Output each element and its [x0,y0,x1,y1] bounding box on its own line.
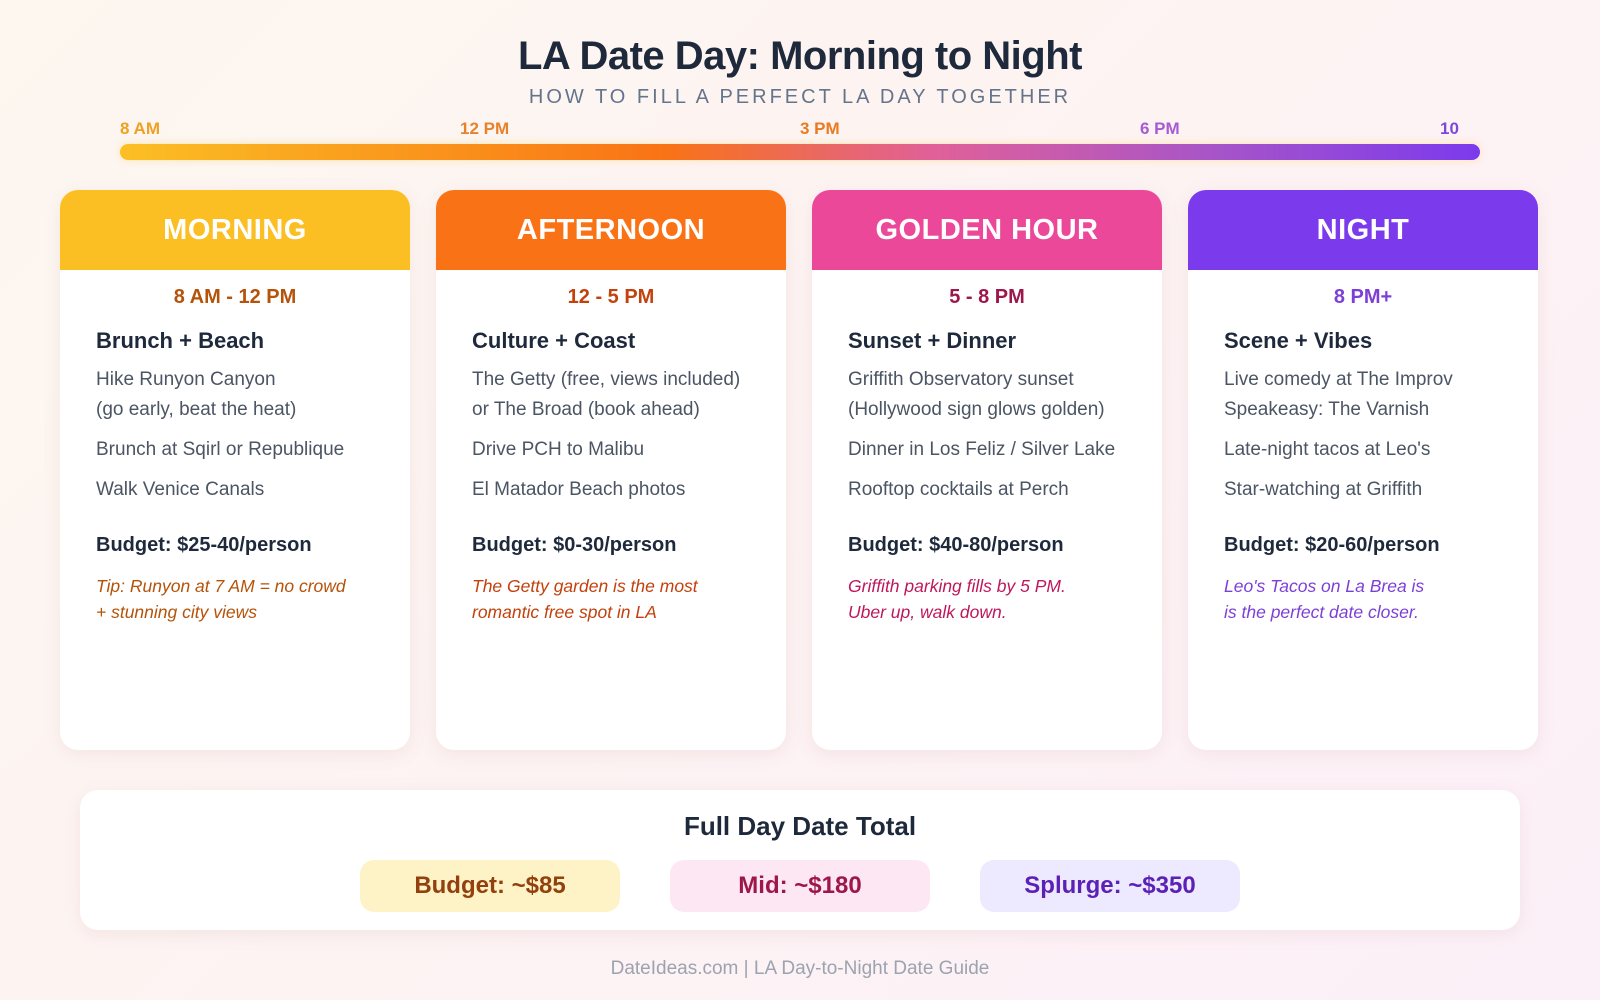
timeline-gradient-bar [120,144,1480,160]
card-time: 8 PM+ [1333,286,1393,308]
timeline-tick-8am: 8 AM [120,119,160,138]
full-day-total-panel: Full Day Date Total Budget: ~$85 Mid: ~$… [80,790,1520,930]
activity-item: Star-watching at Griffith [1224,479,1423,500]
card-theme: Brunch + Beach [96,328,265,353]
activity-list: Hike Runyon Canyon (go early, beat the he… [96,365,374,505]
activity-list: Live comedy at The Improv Speakeasy: The … [1224,365,1502,505]
card-budget: Budget: $0-30/person [472,534,677,556]
card-header: MORNING [60,190,410,270]
activity-item: The Getty (free, views included) or The B… [472,369,741,420]
card-tip: Leo's Tacos on La Brea is is the perfect … [1224,576,1425,622]
activity-list: The Getty (free, views included) or The B… [472,365,750,505]
card-time: 8 AM - 12 PM [173,286,297,308]
card-morning: MORNING 8 AM - 12 PM Brunch + Beach Hike… [60,190,410,750]
period-cards: MORNING 8 AM - 12 PM Brunch + Beach Hike… [60,190,1538,750]
card-theme: Scene + Vibes [1224,328,1373,353]
activity-item: Walk Venice Canals [96,479,265,500]
pill-mid: Mid: ~$180 [670,860,930,912]
activity-item: Late-night tacos at Leo's [1224,439,1431,460]
card-theme: Sunset + Dinner [848,328,1017,353]
total-title: Full Day Date Total [683,811,917,841]
page-title: LA Date Day: Morning to Night [518,34,1082,78]
header: LA Date Day: Morning to Night HOW TO FIL… [0,30,1600,110]
card-budget: Budget: $40-80/person [848,534,1064,556]
card-header: AFTERNOON [436,190,786,270]
card-golden-hour: GOLDEN HOUR 5 - 8 PM Sunset + Dinner Gri… [812,190,1162,750]
page-subtitle: HOW TO FILL A PERFECT LA DAY TOGETHER [528,86,1072,108]
card-tip: Tip: Runyon at 7 AM = no crowd + stunning… [96,576,346,622]
timeline-tick-3pm: 3 PM [800,119,840,138]
activity-item: Brunch at Sqirl or Republique [96,439,345,460]
activity-item: Griffith Observatory sunset (Hollywood si… [848,369,1105,420]
card-theme: Culture + Coast [472,328,636,353]
card-header: GOLDEN HOUR [812,190,1162,270]
card-night: NIGHT 8 PM+ Scene + Vibes Live comedy at… [1188,190,1538,750]
pill-splurge: Splurge: ~$350 [980,860,1240,912]
card-time: 12 - 5 PM [567,286,655,308]
footer-credit: DateIdeas.com | LA Day-to-Night Date Gui… [610,958,990,979]
activity-item: Hike Runyon Canyon (go early, beat the he… [96,369,297,420]
card-budget: Budget: $25-40/person [96,534,312,556]
pill-budget: Budget: ~$85 [360,860,620,912]
total-pills: Budget: ~$85 Mid: ~$180 Splurge: ~$350 [80,860,1520,912]
card-time: 5 - 8 PM [949,286,1025,308]
card-afternoon: AFTERNOON 12 - 5 PM Culture + Coast The … [436,190,786,750]
activity-item: Live comedy at The Improv Speakeasy: The … [1224,369,1453,420]
activity-item: Rooftop cocktails at Perch [848,479,1069,500]
card-tip: The Getty garden is the most romantic fre… [472,576,698,622]
card-budget: Budget: $20-60/person [1224,534,1440,556]
card-header: NIGHT [1188,190,1538,270]
activity-item: El Matador Beach photos [472,479,686,500]
timeline: 8 AM 12 PM 3 PM 6 PM 10 PM [120,118,1480,163]
activity-list: Griffith Observatory sunset (Hollywood si… [848,365,1126,505]
timeline-tick-6pm: 6 PM [1140,119,1180,138]
timeline-tick-12pm: 12 PM [460,119,510,138]
card-tip: Griffith parking fills by 5 PM. Uber up, … [848,576,1066,622]
activity-item: Dinner in Los Feliz / Silver Lake [848,439,1116,460]
activity-item: Drive PCH to Malibu [472,439,645,460]
